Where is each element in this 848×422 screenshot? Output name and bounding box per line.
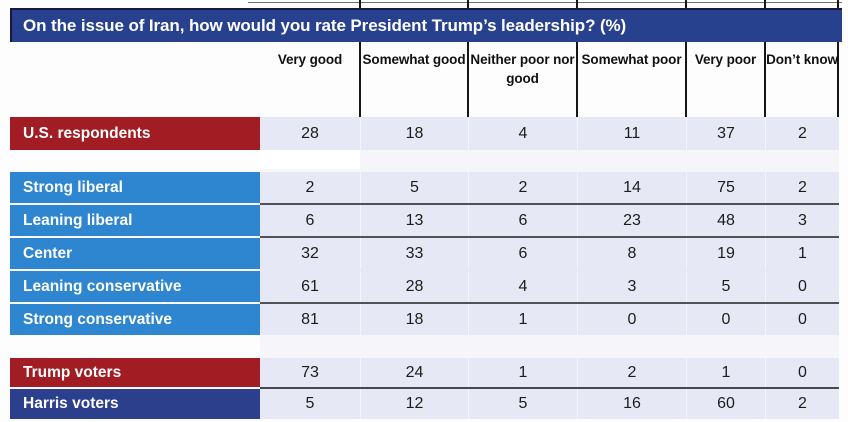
cell-value: 48: [686, 205, 765, 236]
cell-value: 1: [765, 238, 839, 269]
column-header-dont-know: Don’t know: [766, 52, 838, 67]
cell-value: 61: [301, 277, 319, 295]
row-label: U.S. respondents: [10, 117, 260, 150]
row-label: Leaning conservative: [10, 271, 260, 302]
cell-value: 0: [686, 304, 765, 335]
cell-value: 6: [468, 238, 577, 269]
row-label: Leaning liberal: [10, 205, 260, 236]
cell-value: 18: [360, 117, 468, 150]
cell-value: 0: [765, 304, 839, 335]
cell-value: 2: [305, 178, 315, 196]
cell-value: 11: [577, 117, 686, 150]
table-row-strong-liberal: Strong liberal 2 5 2 14 75 2: [10, 172, 839, 203]
header-column-divider: [764, 0, 766, 118]
row-divider-line: [260, 203, 839, 205]
cell-value: 1: [686, 358, 765, 387]
table-row-center: Center 32 33 6 8 19 1: [10, 238, 839, 269]
cell-value: 37: [686, 117, 765, 150]
table-row-strong-conservative: Strong conservative 81 18 1 0 0 0: [10, 304, 839, 335]
table-row-trump-voters: Trump voters 73 24 1 2 1 0: [10, 358, 839, 387]
table-title: On the issue of Iran, how would you rate…: [23, 16, 627, 35]
cell-value: 32: [301, 244, 319, 262]
row-label: Center: [10, 238, 260, 269]
cell-value: 12: [360, 389, 468, 419]
cell-value: 0: [577, 304, 686, 335]
cell-value: 2: [765, 172, 839, 203]
column-header-somewhat-good: Somewhat good: [362, 52, 466, 67]
column-header-very-poor: Very poor: [694, 52, 757, 67]
cell-value: 5: [468, 389, 577, 419]
cell-value: 14: [577, 172, 686, 203]
cell-value: 6: [468, 205, 577, 236]
cell-value: 18: [360, 304, 468, 335]
cell-value: 4: [468, 117, 577, 150]
cell-value: 81: [301, 310, 319, 328]
cell-value: 28: [360, 271, 468, 302]
table-row-leaning-liberal: Leaning liberal 6 13 6 23 48 3: [10, 205, 839, 236]
cell-value: 75: [686, 172, 765, 203]
cell-value: 28: [260, 117, 360, 150]
cell-value: 2: [577, 358, 686, 387]
row-divider-line: [260, 387, 839, 389]
cell-value: 73: [260, 358, 360, 387]
cell-value: 33: [360, 238, 468, 269]
cell-value: 1: [468, 358, 577, 387]
cell-value: 13: [360, 205, 468, 236]
group-spacer-band: [260, 150, 839, 172]
cell-value: 60: [686, 389, 765, 419]
ideology-group: Strong liberal 2 5 2 14 75 2 Leaning lib…: [10, 172, 839, 335]
header-column-divider: [576, 0, 578, 118]
row-label: Strong conservative: [10, 304, 260, 335]
cell-value: 5: [260, 389, 360, 419]
cell-value: 5: [360, 172, 468, 203]
cell-value: 0: [765, 271, 839, 302]
cell-value: 2: [468, 172, 577, 203]
cell-value: 2: [765, 117, 839, 150]
group-spacer-band: [260, 335, 839, 358]
table-row-leaning-conservative: Leaning conservative 61 28 4 3 5 0: [10, 271, 839, 302]
table-row-harris-voters: Harris voters 5 12 5 16 60 2: [10, 389, 839, 419]
cell-value: 23: [577, 205, 686, 236]
cell-value: 2: [765, 389, 839, 419]
cell-value: 3: [577, 271, 686, 302]
background-artifact: [260, 150, 360, 169]
cell-value: 4: [468, 271, 577, 302]
group-data-background: [260, 172, 839, 335]
cell-value: 6: [305, 211, 315, 229]
column-header-very-good: Very good: [277, 52, 343, 67]
cell-value: 24: [360, 358, 468, 387]
title-bar: On the issue of Iran, how would you rate…: [10, 8, 842, 42]
cell-value: 8: [577, 238, 686, 269]
row-label: Harris voters: [10, 389, 260, 419]
column-header-somewhat-poor: Somewhat poor: [581, 52, 682, 67]
row-divider-line: [260, 236, 839, 238]
cell-value: 19: [686, 238, 765, 269]
column-header-neither: Neither poor nor good: [470, 52, 575, 86]
top-border-line: [248, 2, 842, 3]
row-divider-line: [260, 302, 839, 304]
cell-value: 5: [686, 271, 765, 302]
row-label: Trump voters: [10, 358, 260, 387]
table-row-us-respondents: U.S. respondents 28 18 4 11 37 2: [10, 117, 839, 150]
cell-value: 16: [577, 389, 686, 419]
column-header-row: Very good Somewhat good Neither poor nor…: [10, 42, 839, 118]
header-corner-spacer: [10, 42, 260, 118]
header-column-divider: [685, 0, 687, 118]
header-column-divider: [467, 0, 469, 118]
cell-value: 3: [765, 205, 839, 236]
cell-value: 1: [468, 304, 577, 335]
header-column-divider: [359, 0, 361, 118]
cell-value: 0: [765, 358, 839, 387]
row-label: Strong liberal: [10, 172, 260, 203]
header-right-border: [837, 0, 839, 118]
